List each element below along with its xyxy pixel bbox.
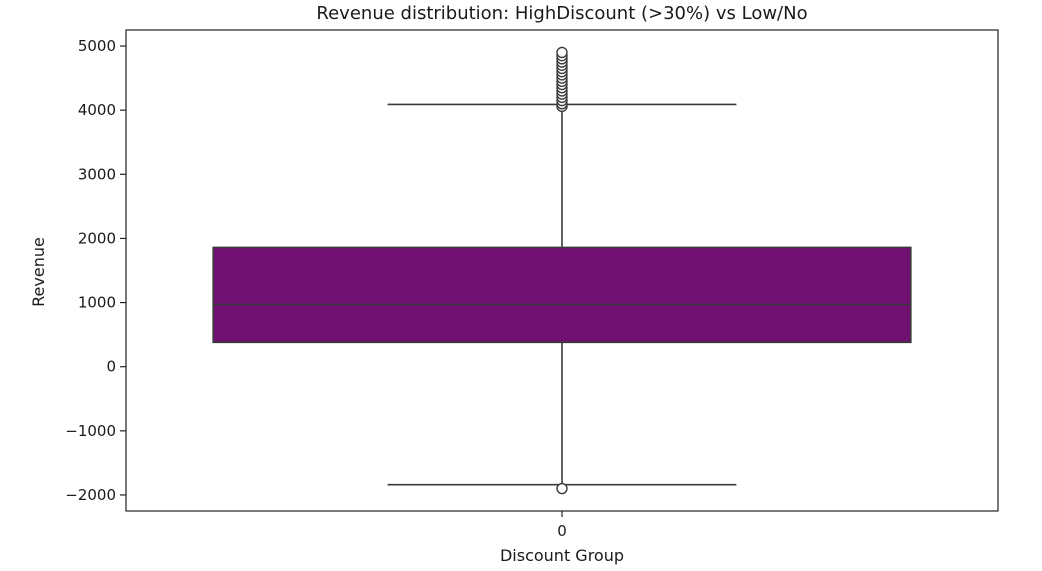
y-tick-label: 4000	[78, 101, 116, 119]
outlier-point	[556, 46, 568, 59]
x-axis-label: Discount Group	[500, 546, 624, 565]
y-axis-label: Revenue	[29, 237, 48, 307]
x-axis: 0	[557, 511, 567, 540]
y-tick-label: −1000	[65, 422, 116, 440]
y-tick-label: 3000	[78, 165, 116, 183]
y-tick-label: 1000	[78, 294, 116, 312]
plot-area	[212, 46, 912, 495]
chart-title: Revenue distribution: HighDiscount (>30%…	[316, 3, 807, 24]
x-tick-label: 0	[557, 522, 567, 540]
y-tick-label: 5000	[78, 37, 116, 55]
y-tick-label: −2000	[65, 486, 116, 504]
outlier-point	[556, 482, 568, 495]
y-tick-label: 2000	[78, 229, 116, 247]
y-axis: 5000 4000 3000 2000 1000 0 −1000 −2000	[65, 37, 126, 504]
y-tick-label: 0	[106, 358, 116, 376]
iqr-box	[212, 246, 912, 344]
